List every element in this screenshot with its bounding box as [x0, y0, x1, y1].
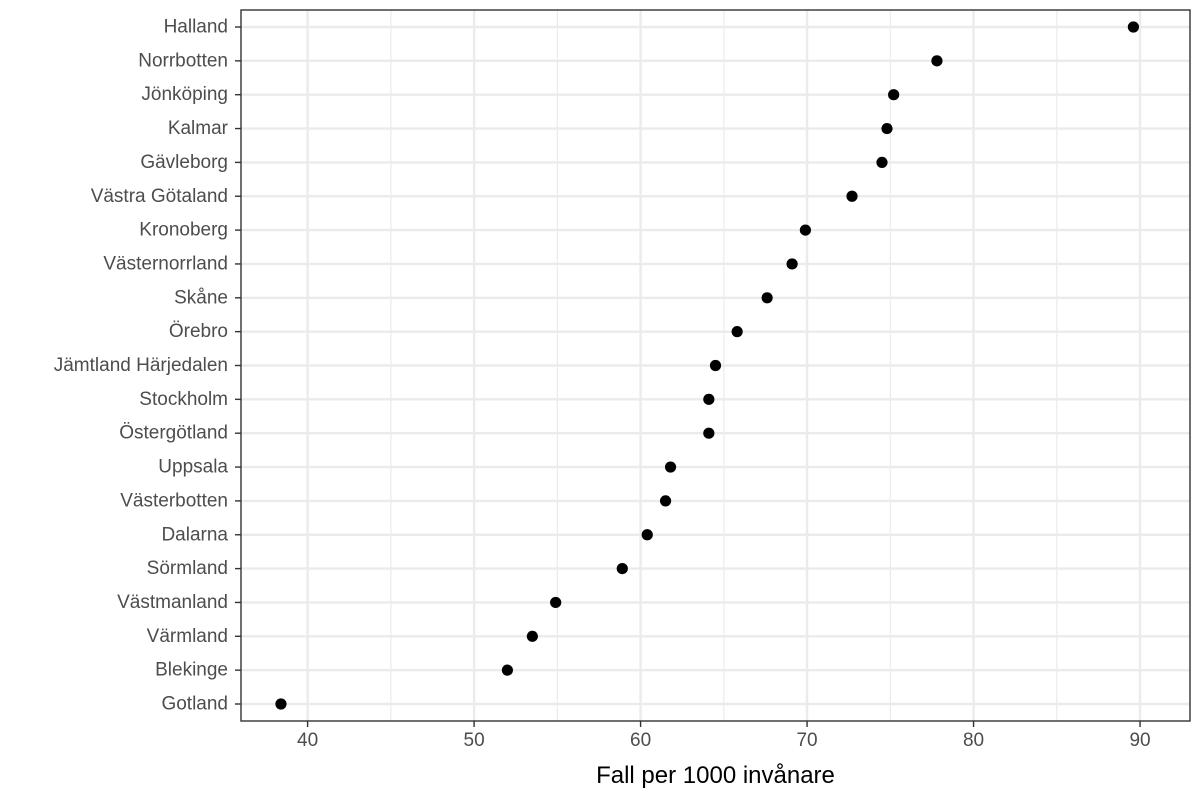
y-tick-label: Norrbotten [138, 50, 228, 71]
data-point-13 [664, 461, 677, 473]
y-tick-label: Halland [164, 17, 228, 38]
y-tick-label: Dalarna [161, 524, 228, 545]
y-tick-label: Västra Götaland [91, 186, 228, 207]
data-point-15 [641, 529, 653, 541]
y-tick-label: Skåne [174, 287, 228, 308]
y-tick-label: Östergötland [119, 423, 228, 444]
data-point-18 [526, 630, 538, 642]
data-point-9 [731, 326, 743, 338]
y-axis: Halland Norrbotten Jönköping Kalmar Gävlebor… [54, 17, 241, 715]
y-tick-label: Västerbotten [120, 490, 228, 511]
data-point-2 [888, 89, 900, 101]
x-tick-label: 80 [963, 730, 984, 751]
x-tick-label: 60 [630, 730, 651, 751]
y-tick-label: Jämtland Härjedalen [54, 355, 228, 376]
x-axis: 40 50 60 70 80 90 [297, 721, 1151, 751]
x-tick-label: 50 [464, 730, 485, 751]
data-point-0 [1127, 21, 1139, 33]
data-point-7 [786, 258, 798, 270]
y-tick-label: Kronoberg [139, 220, 228, 241]
y-tick-label: Västmanland [117, 592, 228, 613]
data-point-14 [659, 495, 672, 507]
data-point-17 [550, 596, 562, 609]
y-tick-label: Västernorrland [103, 253, 228, 274]
y-tick-label: Sörmland [147, 558, 228, 579]
y-tick-label: Jönköping [141, 84, 228, 105]
y-tick-label: Blekinge [155, 660, 228, 681]
x-tick-label: 90 [1129, 730, 1150, 751]
x-axis-title: Fall per 1000 invånare [596, 762, 835, 789]
x-tick-label: 70 [796, 730, 817, 751]
data-point-8 [761, 292, 773, 304]
data-point-20 [275, 698, 287, 710]
data-point-11 [703, 393, 715, 405]
data-point-12 [703, 427, 715, 439]
data-point-4 [876, 156, 888, 168]
data-points [275, 21, 1139, 710]
data-point-6 [799, 224, 812, 236]
y-tick-label: Stockholm [139, 389, 228, 410]
y-tick-label: Gotland [161, 694, 228, 715]
data-point-3 [881, 122, 893, 135]
y-tick-label: Uppsala [158, 457, 228, 478]
y-tick-label: Gävleborg [140, 152, 228, 173]
data-point-5 [846, 190, 858, 202]
data-point-16 [616, 563, 628, 575]
y-tick-label: Örebro [169, 321, 228, 342]
y-tick-label: Värmland [147, 626, 228, 647]
data-point-19 [501, 664, 513, 676]
data-point-1 [931, 55, 943, 67]
y-tick-label: Kalmar [168, 118, 229, 139]
x-tick-label: 40 [297, 730, 318, 751]
data-point-10 [709, 359, 722, 372]
